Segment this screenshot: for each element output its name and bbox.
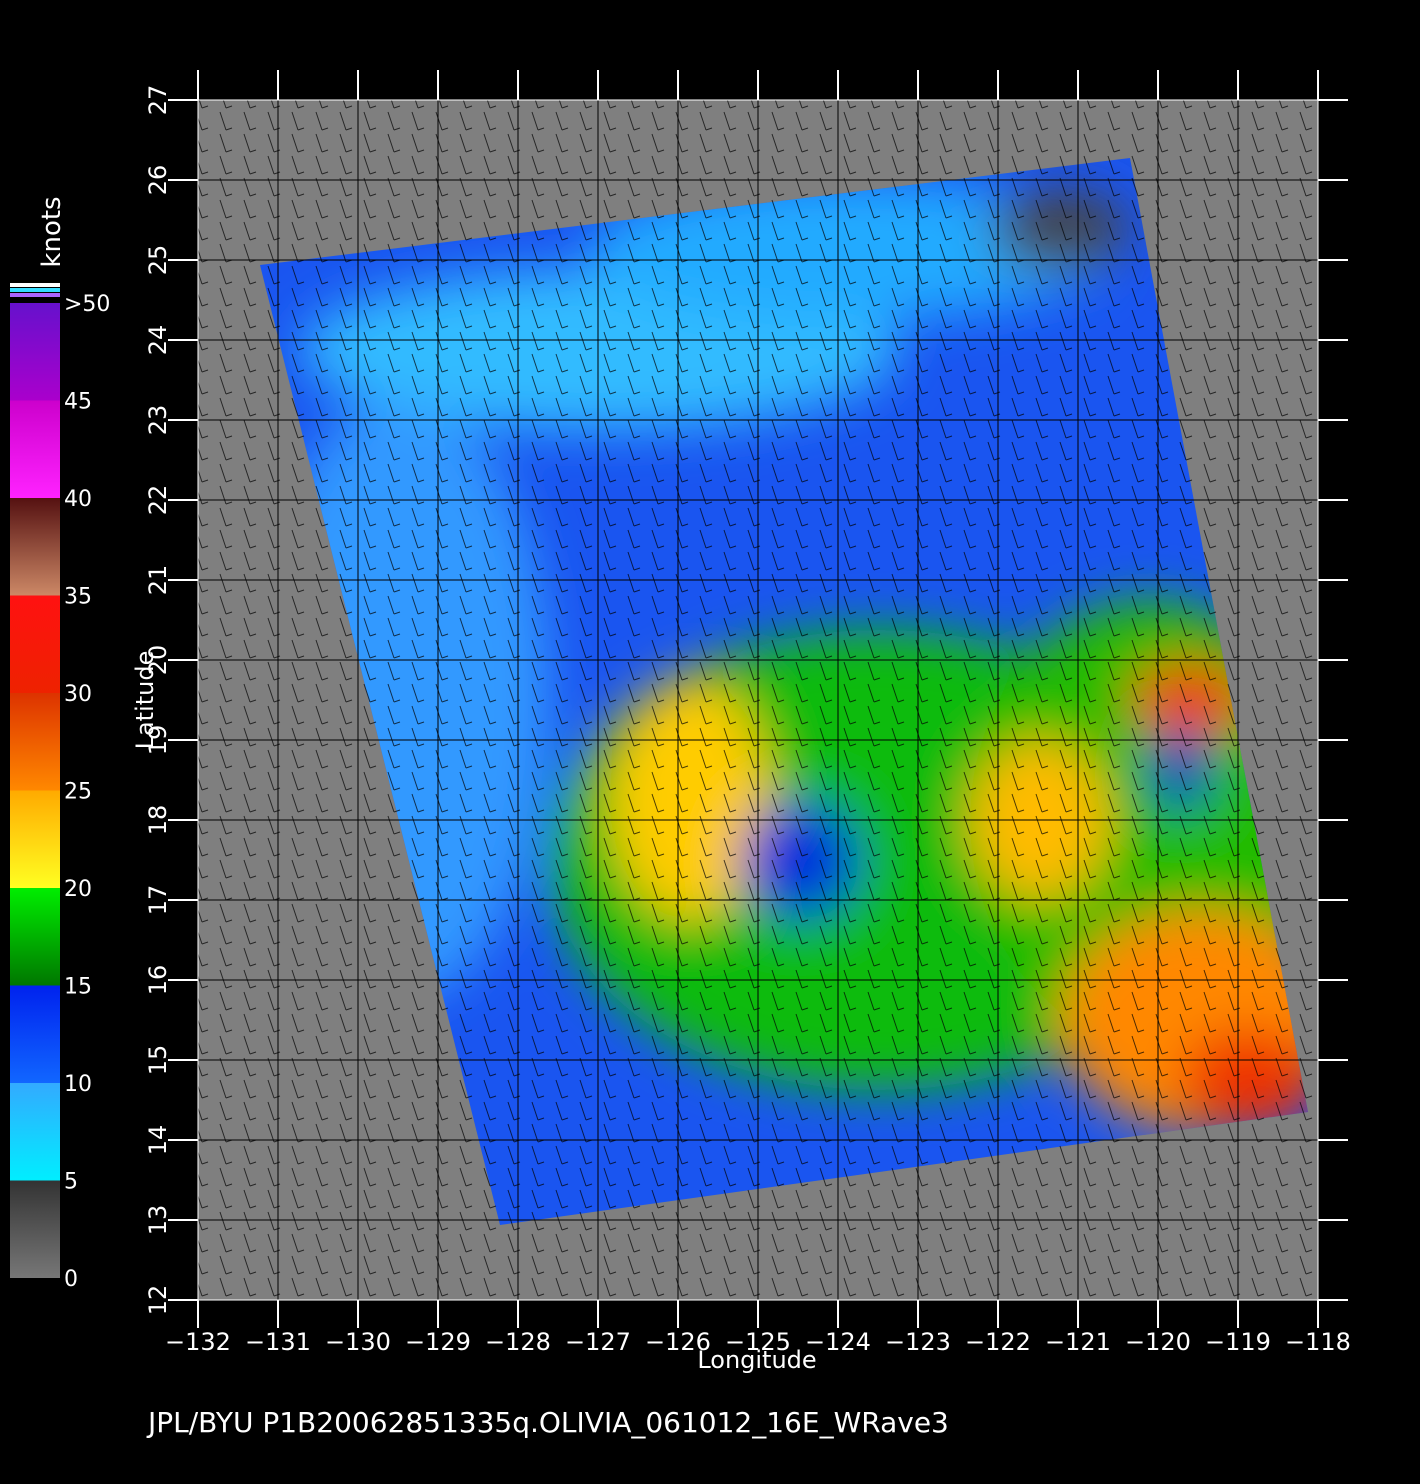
y-tick-label: 25 [144, 245, 172, 276]
colorbar-tick-label: 25 [64, 780, 92, 805]
colorbar-segment [10, 1180, 60, 1278]
colorbar-segment [10, 1083, 60, 1181]
colorbar-tick-label: 0 [64, 1267, 78, 1292]
colorbar-tick-label: 10 [64, 1072, 92, 1097]
x-tick-label: −120 [1125, 1328, 1191, 1356]
colorbar-cap [10, 283, 60, 287]
colorbar-tick-label: 15 [64, 975, 92, 1000]
x-tick-label: −130 [325, 1328, 391, 1356]
y-tick-label: 17 [144, 885, 172, 916]
x-tick-label: −132 [165, 1328, 231, 1356]
colorbar-tick-label: 45 [64, 390, 92, 415]
colorbar-tick-label: >50 [64, 292, 110, 317]
x-axis-label: Longitude [697, 1346, 816, 1374]
y-tick-label: 19 [144, 725, 172, 756]
colorbar-tick-label: 35 [64, 585, 92, 610]
y-tick-label: 27 [144, 85, 172, 116]
x-tick-label: −119 [1205, 1328, 1271, 1356]
y-tick-label: 13 [144, 1205, 172, 1236]
colorbar-tick-label: 30 [64, 682, 92, 707]
x-tick-label: −128 [485, 1328, 551, 1356]
x-tick-label: −124 [805, 1328, 871, 1356]
x-tick-label: −122 [965, 1328, 1031, 1356]
y-tick-label: 16 [144, 965, 172, 996]
colorbar-segment [10, 400, 60, 498]
y-tick-label: 23 [144, 405, 172, 436]
plot-frame [197, 99, 1319, 1301]
y-tick-label: 20 [144, 645, 172, 676]
colorbar-segment [10, 693, 60, 791]
x-tick-label: −129 [405, 1328, 471, 1356]
colorbar-segment [10, 790, 60, 888]
x-tick-label: −127 [565, 1328, 631, 1356]
y-tick-label: 15 [144, 1045, 172, 1076]
x-tick-label: −118 [1285, 1328, 1351, 1356]
y-tick-label: 22 [144, 485, 172, 516]
y-tick-label: 24 [144, 325, 172, 356]
y-tick-label: 14 [144, 1125, 172, 1156]
y-axis-label: Latitude [131, 651, 159, 750]
colorbar-segment [10, 498, 60, 596]
y-tick-label: 12 [144, 1285, 172, 1316]
colorbar-tick-label: 40 [64, 487, 92, 512]
x-tick-label: −121 [1045, 1328, 1111, 1356]
y-tick-label: 21 [144, 565, 172, 596]
y-tick-label: 26 [144, 165, 172, 196]
x-tick-label: −125 [725, 1328, 791, 1356]
x-tick-label: −131 [245, 1328, 311, 1356]
colorbar-title: knots [37, 196, 67, 267]
colorbar-tick-label: 5 [64, 1170, 78, 1195]
colorbar-segment [10, 888, 60, 986]
footer: JPL/BYU P1B20062851335q.OLIVIA_061012_16… [146, 1406, 949, 1439]
colorbar-cap [10, 293, 60, 297]
colorbar-segment [10, 303, 60, 401]
colorbar-segment [10, 595, 60, 693]
axes: −132 −131 −130 −129 −128 −127 −126 −125 −124 −123… [144, 70, 1351, 1356]
colorbar-tick-label: 20 [64, 877, 92, 902]
colorbar-cap [10, 288, 60, 292]
x-tick-label: −123 [885, 1328, 951, 1356]
y-tick-label: 18 [144, 805, 172, 836]
colorbar-segment [10, 985, 60, 1083]
x-tick-label: −126 [645, 1328, 711, 1356]
